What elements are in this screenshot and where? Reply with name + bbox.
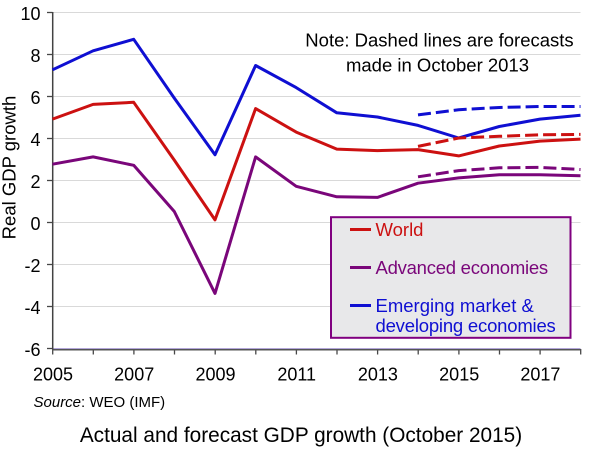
svg-text:Real GDP growth: Real GDP growth xyxy=(0,96,20,240)
svg-text:0: 0 xyxy=(30,214,40,234)
svg-text:2015: 2015 xyxy=(439,365,479,385)
svg-text:2007: 2007 xyxy=(114,365,154,385)
svg-text:8: 8 xyxy=(30,46,40,66)
svg-text:developing economies: developing economies xyxy=(376,315,556,336)
svg-text:2013: 2013 xyxy=(358,365,398,385)
svg-text:2011: 2011 xyxy=(277,365,316,385)
svg-text:made in October 2013: made in October 2013 xyxy=(346,55,529,76)
svg-text:-2: -2 xyxy=(24,256,40,276)
svg-text:Source: WEO (IMF): Source: WEO (IMF) xyxy=(34,394,166,411)
svg-text:Advanced economies: Advanced economies xyxy=(376,257,548,278)
svg-text:Emerging market &: Emerging market & xyxy=(376,295,535,316)
svg-text:6: 6 xyxy=(30,88,40,108)
svg-text:4: 4 xyxy=(30,130,40,150)
svg-text:-6: -6 xyxy=(24,340,40,360)
svg-text:10: 10 xyxy=(20,4,40,24)
svg-text:-4: -4 xyxy=(24,298,40,318)
svg-text:2: 2 xyxy=(30,172,40,192)
svg-text:2009: 2009 xyxy=(195,365,235,385)
svg-text:World: World xyxy=(376,219,424,240)
svg-text:Note: Dashed lines are forecas: Note: Dashed lines are forecasts xyxy=(305,29,573,50)
svg-text:2005: 2005 xyxy=(33,365,73,385)
svg-text:Actual and forecast GDP growth: Actual and forecast GDP growth (October … xyxy=(80,424,522,447)
svg-text:2017: 2017 xyxy=(520,365,560,385)
